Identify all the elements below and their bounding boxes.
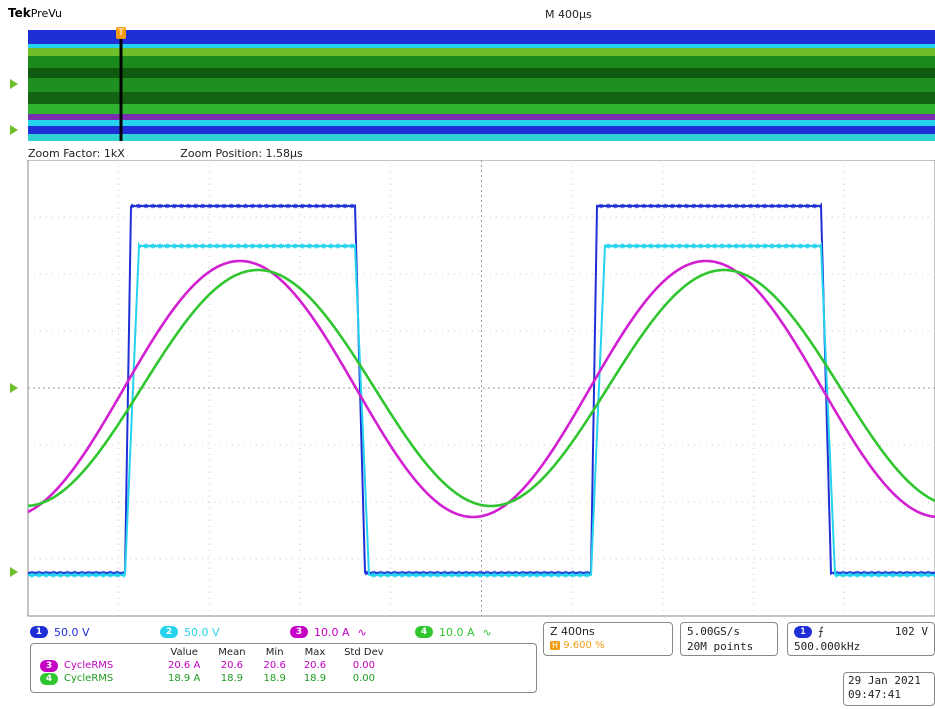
meas-min: 20.6: [263, 660, 286, 671]
channel-3-coupling-icon: ∿: [357, 625, 367, 639]
time: 09:47:41: [848, 688, 901, 701]
trigger-slope-icon: ⨍: [818, 625, 824, 638]
meas-value: 18.9 A: [168, 673, 201, 684]
row-channel-badge: 3: [40, 660, 58, 672]
channel-3-badge: 3: [290, 626, 308, 638]
ground-marker-icon[interactable]: [10, 383, 18, 393]
trigger-source-badge: 1: [794, 625, 812, 638]
horizontal-position: 9.600 %: [563, 640, 605, 651]
meas-min: 18.9: [263, 673, 286, 684]
meas-mean: 18.9: [220, 673, 244, 684]
channel-4-trace: [27, 268, 935, 508]
zoom-position: Zoom Position: 1.58µs: [180, 147, 303, 160]
zoom-timebase: Z 400ns: [550, 625, 595, 638]
ground-marker-icon[interactable]: [10, 567, 18, 577]
channel-4-coupling-icon: ∿: [482, 625, 492, 639]
record-length: 20M points: [687, 640, 754, 653]
channel-4-readout[interactable]: 4 10.0 A ∿: [415, 622, 492, 642]
horizontal-panel[interactable]: Z 400ns H 9.600 %: [543, 622, 673, 656]
measurement-panel[interactable]: Value Mean Min Max Std Dev 3 CycleRMS 20.…: [30, 643, 537, 693]
meas-name: CycleRMS: [64, 660, 114, 671]
col-mean: Mean: [218, 647, 246, 658]
channel-3-trace: [27, 259, 935, 519]
trigger-frequency: 500.000kHz: [794, 640, 861, 653]
meas-std: 0.00: [352, 673, 375, 684]
meas-max: 18.9: [303, 673, 327, 684]
brand-name: Tek: [8, 6, 31, 20]
row-channel-badge: 4: [40, 673, 58, 685]
acquisition-panel[interactable]: 5.00GS/s 20M points: [680, 622, 778, 656]
channel-2-scale: 50.0 V: [184, 625, 220, 639]
col-max: Max: [304, 647, 326, 658]
trigger-marker-icon[interactable]: T: [116, 27, 126, 39]
sample-rate: 5.00GS/s: [687, 625, 740, 638]
horizontal-position-icon: H: [550, 641, 561, 650]
table-row: 4 CycleRMS 18.9 A 18.9 18.9 18.9 0.00: [31, 672, 393, 685]
ground-marker-icon[interactable]: [10, 125, 18, 135]
col-value: Value: [170, 647, 198, 658]
zoom-factor: Zoom Factor: 1kX: [28, 147, 125, 160]
channel-1-badge: 1: [30, 626, 48, 638]
brand-label: TekPreVu: [8, 6, 62, 20]
meas-mean: 20.6: [220, 660, 244, 671]
graticule-grid: [28, 160, 935, 616]
channel-2-readout[interactable]: 2 50.0 V: [160, 622, 220, 642]
timebase-label: M 400µs: [545, 8, 592, 21]
overview-waveform[interactable]: [0, 26, 935, 146]
meas-name: CycleRMS: [64, 673, 114, 684]
zoom-info: Zoom Factor: 1kX Zoom Position: 1.58µs: [28, 147, 355, 160]
col-std-dev: Std Dev: [344, 647, 384, 658]
col-min: Min: [265, 647, 284, 658]
zoom-waveform-display[interactable]: [0, 160, 935, 620]
channel-1-scale: 50.0 V: [54, 625, 90, 639]
datetime-panel: 29 Jan 2021 09:47:41: [843, 672, 935, 706]
channel-1-trace: [28, 202, 935, 576]
channel-4-scale: 10.0 A: [439, 625, 475, 639]
meas-max: 20.6: [303, 660, 327, 671]
title-bar: TekPreVu M 400µs: [0, 0, 935, 28]
trigger-panel[interactable]: 1 ⨍ 102 V 500.000kHz: [787, 622, 935, 656]
table-row: 3 CycleRMS 20.6 A 20.6 20.6 20.6 0.00: [31, 659, 393, 672]
ground-marker-icon[interactable]: [10, 79, 18, 89]
channel-3-scale: 10.0 A: [314, 625, 350, 639]
channel-2-trace: [28, 241, 935, 579]
channel-2-badge: 2: [160, 626, 178, 638]
date: 29 Jan 2021: [848, 674, 921, 687]
channel-4-badge: 4: [415, 626, 433, 638]
channel-3-readout[interactable]: 3 10.0 A ∿: [290, 622, 367, 642]
channel-1-readout[interactable]: 1 50.0 V: [30, 622, 90, 642]
meas-value: 20.6 A: [168, 660, 201, 671]
trigger-level: 102 V: [894, 625, 928, 638]
acquisition-mode: PreVu: [30, 7, 62, 20]
meas-std: 0.00: [352, 660, 375, 671]
